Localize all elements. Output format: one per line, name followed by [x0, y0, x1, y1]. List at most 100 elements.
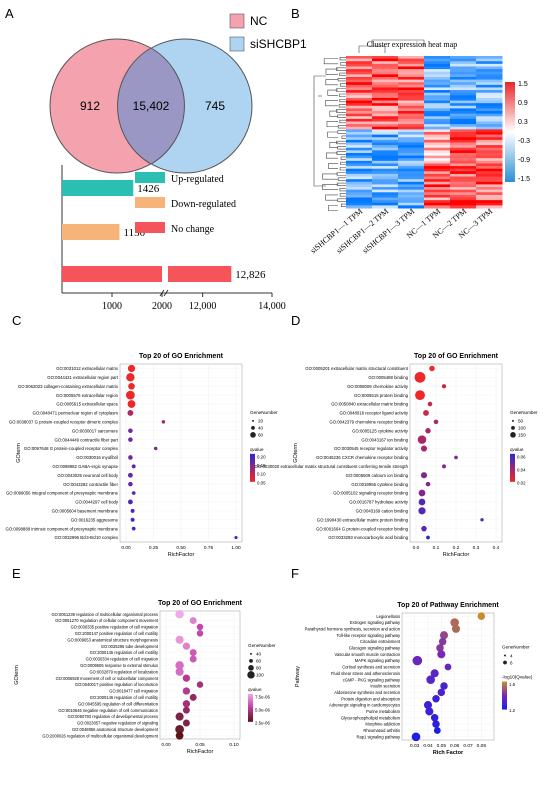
heatmap-cell [398, 205, 425, 209]
dendrogram-branch [323, 58, 338, 65]
heatmap-cell [398, 173, 425, 178]
dotD-term-label-3: GO:0005515 protein binding [354, 393, 409, 398]
heatmap-cell [476, 194, 503, 199]
heatmap-cell [346, 171, 373, 175]
dendrogram-branch [329, 110, 338, 117]
heatmap-cell [398, 202, 425, 206]
heatmap-cell [424, 111, 451, 115]
dotC-color-legend-label-1: 0.15 [257, 463, 266, 468]
dotC-dot-16 [130, 508, 135, 513]
heatmap-cell [372, 126, 399, 130]
heatmap-color-scale: 1.5 0.9 0.3 -0.3 -0.9 -1.5 [505, 81, 530, 183]
dotD-size-legend-label-2: 150 [518, 433, 526, 438]
heatmap-cell [476, 116, 503, 120]
heatmap-cell [424, 69, 451, 73]
dotD-term-label-0: GO:0005201 extracellular matrix structur… [305, 366, 409, 371]
heatmap-cell [476, 63, 503, 67]
dotE-size-legend-label-2: 80 [256, 666, 262, 671]
dotF-term-label-7: MAPK signaling pathway [355, 658, 401, 663]
heatmap-cell [398, 152, 425, 157]
heatmap-cell [398, 66, 425, 70]
dotE-dot-8 [175, 661, 184, 670]
heatmap-cell [424, 147, 451, 151]
dendrogram-branch [336, 182, 346, 187]
dotE-title: Top 20 of GO Enrichment [158, 600, 243, 607]
heatmap-cell [424, 129, 451, 133]
dendrogram-branch [340, 156, 346, 160]
heatmap-cell [372, 66, 399, 70]
dotF-term-label-13: Protein digestion and absorption [341, 696, 400, 701]
dotC-term-label-2: GO:0062023 collagen-containing extracell… [18, 384, 119, 389]
dotF-dot-19 [411, 732, 421, 742]
heatmap-cell [476, 163, 503, 167]
dotD-term-label-19: GO:0033293 monocarboxylic acid binding [328, 535, 408, 540]
heatmap-cell [398, 108, 425, 112]
dotD-dot-6 [433, 419, 439, 425]
dotE-dot-18 [175, 725, 185, 734]
dotD-dot-2 [441, 384, 447, 389]
heatmap-cell [476, 179, 503, 183]
dotF-size-legend-label-0: 4 [510, 653, 513, 658]
heatmap-cell [346, 158, 373, 162]
dotF-dot-7 [412, 655, 423, 666]
heatmap-cell [372, 132, 399, 136]
heatmap-cell [476, 147, 503, 151]
heatmap-cell [476, 74, 503, 78]
heatmap-cell [476, 105, 503, 109]
dotE-term-label-14: GO:0045595 regulation of cell differenti… [78, 701, 159, 706]
heatmap-cell [398, 192, 425, 196]
heatmap-title: Cluster expression heat map [367, 40, 457, 49]
dotF-dot-12 [437, 688, 446, 697]
axis-break-mark [163, 289, 169, 297]
dotC-term-label-13: GO:0043292 contractile fiber [63, 482, 119, 487]
dotE-dot-5 [182, 642, 191, 650]
dot-plot-d: Top 20 of GO Enrichment 0.0 0.1 0.2 0.3 0.4 Ri… [255, 353, 538, 558]
dotE-term-label-2: GO:0030335 positive regulation of cell m… [71, 625, 159, 630]
heatmap-cell [398, 187, 425, 191]
dot-plot-c: Top 20 of GO Enrichment 0.00 0.25 0.50 0.75 1… [6, 353, 279, 558]
dotE-color-legend-label-2: 2.5e-06 [255, 720, 270, 725]
heatmap-cell [424, 150, 451, 154]
heatmap-cell [476, 168, 503, 172]
heatmap-cell [476, 124, 503, 128]
dotE-color-legend-bar [248, 693, 253, 722]
heatmap-cell [450, 179, 477, 183]
heatmap-cell [450, 121, 477, 125]
dotC-x-tick-label: 0.25 [149, 545, 159, 551]
heatmap-cell [398, 132, 425, 136]
heatmap-cell [346, 100, 373, 104]
dot-plot-f: Top 20 of Pathway Enrichment 0.03 0.04 0.05… [295, 602, 533, 756]
heatmap-cell [372, 61, 399, 65]
panel-letter-e: E [12, 566, 21, 581]
panel-letter-c: C [12, 313, 21, 328]
heatmap-cell [450, 187, 477, 191]
heatmap-cell [346, 79, 373, 83]
panel-letter-f: F [291, 566, 299, 581]
heatmap-cell [346, 113, 373, 117]
dendrogram-branch [313, 75, 326, 187]
heatmap-cell [372, 111, 399, 115]
heatmap-cell [476, 176, 503, 180]
dendrogram-branch [326, 121, 338, 128]
dendrogram-branch [336, 140, 346, 145]
heatmap-cell [476, 118, 503, 123]
dotD-dot-0 [429, 365, 435, 372]
heatmap-cell [398, 71, 425, 75]
dotF-x-tick-label: 0.06 [450, 743, 460, 749]
heatmap-cell [424, 205, 451, 209]
heatmap-cell [476, 69, 503, 73]
heatmap-cell [450, 173, 477, 178]
dotC-dot-13 [128, 481, 133, 487]
heatmap-cell [450, 163, 477, 167]
heatmap-cell [346, 134, 373, 138]
heatmap-cell [372, 152, 399, 157]
heatmap-scale-bar [505, 82, 515, 182]
heatmap-cell [398, 139, 425, 143]
heatmap-cell [398, 158, 425, 162]
heatmap-cell [372, 92, 399, 96]
heatmap-cell [476, 95, 503, 99]
heatmap-cell [424, 189, 451, 193]
heatmap-cell [372, 171, 399, 175]
heatmap-cell [450, 113, 477, 117]
bar-legend-swatch-0 [135, 172, 165, 183]
